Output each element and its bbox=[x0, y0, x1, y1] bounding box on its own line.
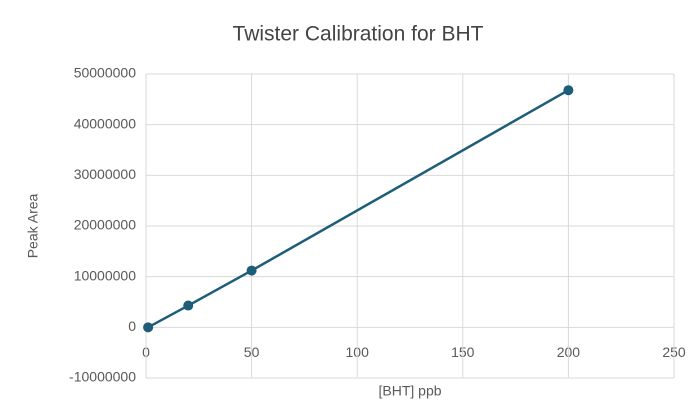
y-tick-label: 50000000 bbox=[74, 65, 137, 81]
y-tick-label: 0 bbox=[128, 318, 136, 334]
y-tick-label: -10000000 bbox=[69, 369, 136, 385]
data-point bbox=[183, 300, 194, 311]
y-tick-label: 30000000 bbox=[74, 166, 137, 182]
data-point bbox=[143, 322, 154, 333]
data-point bbox=[563, 85, 574, 96]
y-tick-label: 20000000 bbox=[74, 217, 137, 233]
y-tick-label: 40000000 bbox=[74, 115, 137, 131]
data-point bbox=[246, 265, 257, 276]
y-axis-label: Peak Area bbox=[25, 193, 41, 258]
x-axis-label: [BHT] ppb bbox=[378, 383, 441, 399]
y-tick-label: 10000000 bbox=[74, 267, 137, 283]
data-line bbox=[147, 89, 570, 329]
chart-title: Twister Calibration for BHT bbox=[233, 23, 484, 46]
